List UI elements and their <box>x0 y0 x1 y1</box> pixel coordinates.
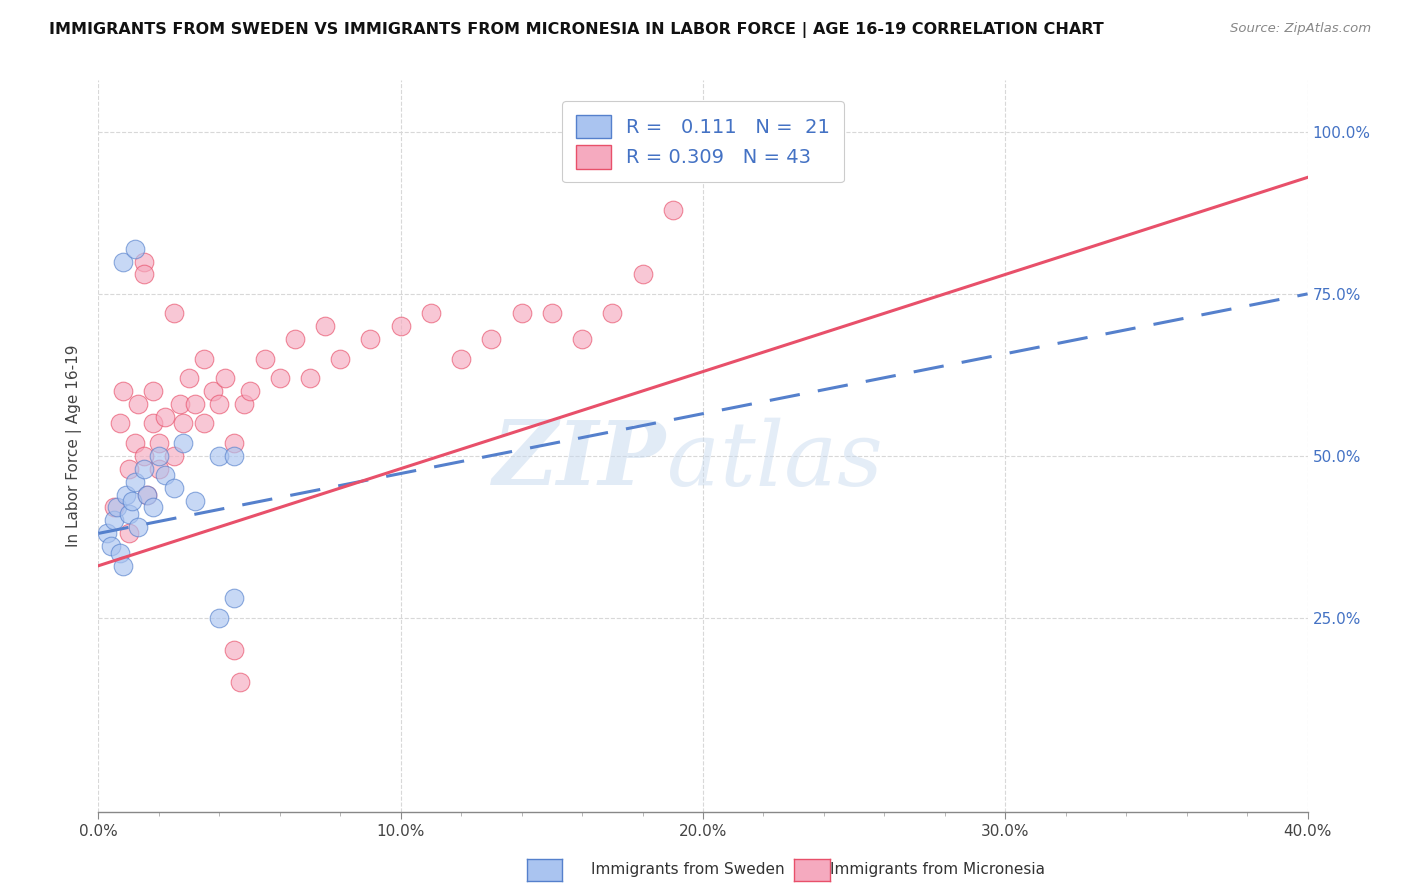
Point <box>360 332 382 346</box>
Point <box>169 397 191 411</box>
Point <box>229 675 252 690</box>
Point <box>163 449 186 463</box>
Point <box>118 526 141 541</box>
Point <box>184 494 207 508</box>
Point <box>124 475 146 489</box>
Point <box>142 500 165 515</box>
Point <box>111 384 134 398</box>
Point <box>540 306 562 320</box>
Point <box>163 306 186 320</box>
Point <box>108 417 131 431</box>
Point <box>142 417 165 431</box>
Point <box>208 449 231 463</box>
Point <box>571 332 593 346</box>
Point <box>100 539 122 553</box>
Point <box>389 319 412 334</box>
Legend: R =   0.111   N =  21, R = 0.309   N = 43: R = 0.111 N = 21, R = 0.309 N = 43 <box>562 101 844 183</box>
Point <box>135 487 157 501</box>
Point <box>314 319 336 334</box>
Point <box>224 591 246 606</box>
Text: atlas: atlas <box>666 417 883 504</box>
Point <box>179 371 201 385</box>
Point <box>172 435 194 450</box>
Point <box>224 435 246 450</box>
Point <box>510 306 533 320</box>
Point <box>132 449 155 463</box>
Point <box>661 202 683 217</box>
Point <box>193 351 215 366</box>
Point <box>224 449 246 463</box>
Text: IMMIGRANTS FROM SWEDEN VS IMMIGRANTS FROM MICRONESIA IN LABOR FORCE | AGE 16-19 : IMMIGRANTS FROM SWEDEN VS IMMIGRANTS FRO… <box>49 22 1104 38</box>
Point <box>96 526 118 541</box>
Point <box>239 384 262 398</box>
Point <box>105 500 128 515</box>
Point <box>163 481 186 495</box>
Point <box>108 546 131 560</box>
Point <box>118 507 141 521</box>
Point <box>103 513 125 527</box>
Point <box>299 371 322 385</box>
Point <box>127 520 149 534</box>
Point <box>121 494 143 508</box>
Y-axis label: In Labor Force | Age 16-19: In Labor Force | Age 16-19 <box>66 344 83 548</box>
Point <box>111 254 134 268</box>
Point <box>153 468 176 483</box>
Point <box>184 397 207 411</box>
Point <box>111 558 134 573</box>
Point <box>224 643 246 657</box>
Point <box>329 351 352 366</box>
Point <box>269 371 291 385</box>
Point <box>602 306 624 320</box>
Point <box>450 351 472 366</box>
Point <box>232 397 254 411</box>
Point <box>148 435 170 450</box>
Point <box>208 610 231 624</box>
Point <box>124 242 146 256</box>
Point <box>142 384 165 398</box>
Point <box>118 461 141 475</box>
Text: Immigrants from Sweden: Immigrants from Sweden <box>591 863 785 877</box>
Point <box>103 500 125 515</box>
Point <box>132 268 155 282</box>
Point <box>148 461 170 475</box>
Point <box>631 268 654 282</box>
Text: Immigrants from Micronesia: Immigrants from Micronesia <box>830 863 1045 877</box>
Point <box>127 397 149 411</box>
Point <box>153 409 176 424</box>
Point <box>253 351 276 366</box>
Text: Source: ZipAtlas.com: Source: ZipAtlas.com <box>1230 22 1371 36</box>
Text: ZIP: ZIP <box>494 417 666 504</box>
Point <box>420 306 443 320</box>
Point <box>172 417 194 431</box>
Point <box>202 384 225 398</box>
Point <box>481 332 503 346</box>
Point <box>135 487 157 501</box>
Point <box>208 397 231 411</box>
Point <box>132 461 155 475</box>
Point <box>148 449 170 463</box>
Point <box>124 435 146 450</box>
Point <box>193 417 215 431</box>
Point <box>132 254 155 268</box>
Point <box>214 371 236 385</box>
Point <box>114 487 136 501</box>
Point <box>284 332 307 346</box>
